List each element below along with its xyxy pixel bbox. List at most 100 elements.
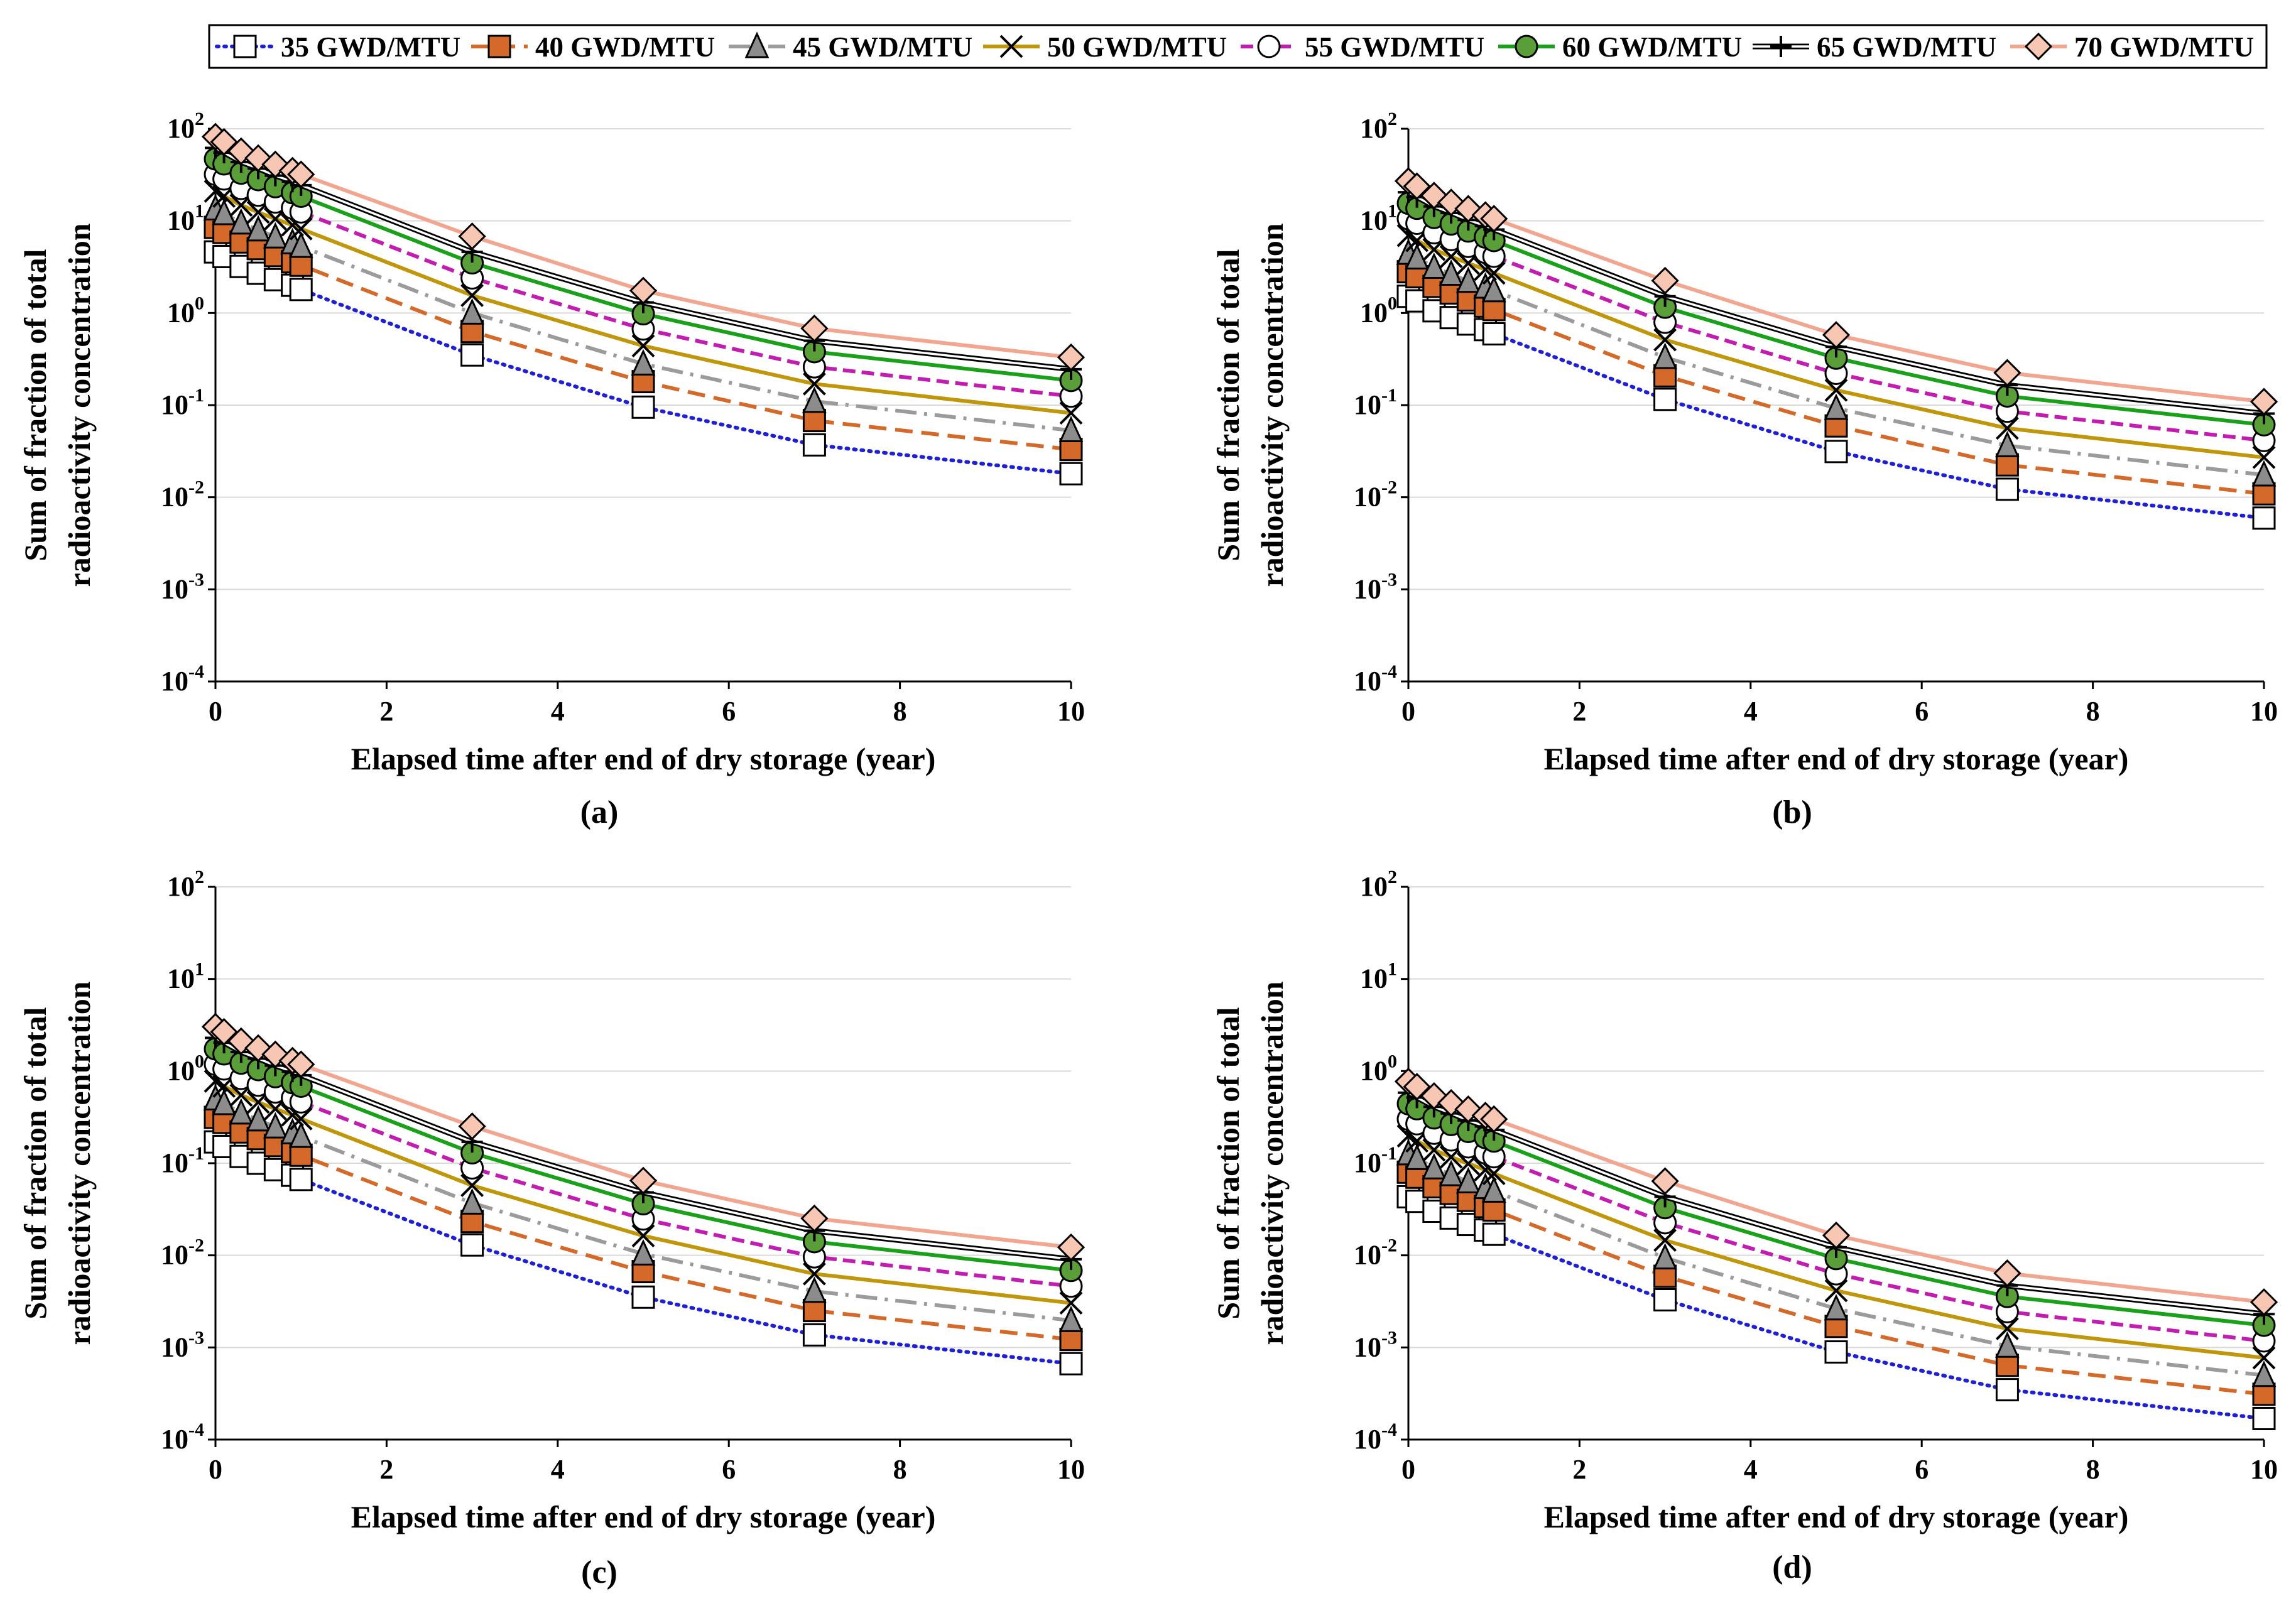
data-point bbox=[1422, 1153, 1447, 1180]
data-point bbox=[1995, 1331, 2020, 1358]
data-point bbox=[1439, 259, 1464, 286]
data-point bbox=[631, 334, 655, 358]
data-point bbox=[1651, 266, 1679, 295]
y-tick-label: 101 bbox=[167, 959, 204, 994]
y-tick-label: 10-3 bbox=[1354, 1327, 1397, 1362]
legend-label: 40 GWD/MTU bbox=[535, 31, 715, 63]
data-point bbox=[1995, 430, 2020, 458]
legend-marker-triangle bbox=[744, 31, 770, 58]
x-axis-title: Elapsed time after end of dry storage (y… bbox=[351, 741, 936, 776]
series-70-gwd-mtu bbox=[201, 122, 1085, 372]
panel-label: (d) bbox=[1772, 1549, 1812, 1585]
data-point bbox=[802, 433, 826, 457]
data-point bbox=[631, 1285, 655, 1309]
x-tick-label: 0 bbox=[1401, 696, 1415, 727]
y-tick-label: 101 bbox=[1360, 959, 1397, 994]
y-axis-title-line1: Sum of fraction of total bbox=[18, 249, 53, 561]
y-tick-label: 100 bbox=[167, 1051, 204, 1086]
data-point bbox=[1482, 1198, 1506, 1222]
axes bbox=[1407, 129, 2264, 683]
axes bbox=[214, 129, 1071, 683]
data-point bbox=[802, 1276, 827, 1303]
data-point bbox=[1653, 388, 1677, 411]
x-tick-label: 8 bbox=[2086, 696, 2100, 727]
data-point bbox=[1995, 453, 2019, 477]
data-point bbox=[1824, 378, 1848, 402]
legend-marker-x bbox=[999, 35, 1023, 58]
legend-label: 45 GWD/MTU bbox=[793, 31, 972, 63]
x-tick-label: 10 bbox=[1057, 1454, 1085, 1485]
y-tick-label: 10-4 bbox=[161, 1419, 204, 1455]
data-point bbox=[2252, 445, 2276, 469]
data-point bbox=[460, 1188, 484, 1215]
legend-label: 50 GWD/MTU bbox=[1047, 31, 1227, 63]
y-axis-title-line2: radioactivity concentration bbox=[1254, 981, 1290, 1345]
chart-panel-c: 10-4 10-3 10-2 10-1 100 101 102 0 2 4 6 8 10 Elapsed … bbox=[18, 867, 1085, 1590]
data-point bbox=[1651, 1167, 1679, 1195]
x-tick-label: 2 bbox=[1572, 1454, 1586, 1485]
data-point bbox=[288, 1121, 313, 1148]
y-tick-label: 10-4 bbox=[1354, 1419, 1397, 1455]
data-point bbox=[1482, 261, 1506, 285]
series-group bbox=[201, 1012, 1085, 1375]
data-point bbox=[1059, 1352, 1083, 1375]
data-point bbox=[287, 160, 315, 188]
x-tick-label: 0 bbox=[209, 696, 222, 727]
data-point bbox=[1822, 321, 1851, 349]
data-point bbox=[1059, 1291, 1083, 1315]
data-point bbox=[460, 1233, 484, 1257]
x-tick-label: 2 bbox=[379, 1454, 393, 1485]
y-tick-label: 10-3 bbox=[161, 1327, 204, 1362]
x-tick-label: 0 bbox=[1401, 1454, 1415, 1485]
y-tick-label: 101 bbox=[1360, 201, 1397, 236]
data-point bbox=[1059, 1328, 1083, 1352]
x-tick-label: 0 bbox=[209, 1454, 222, 1485]
y-tick-label: 10-2 bbox=[161, 1235, 204, 1271]
x-tick-label: 8 bbox=[893, 1454, 907, 1485]
data-point bbox=[631, 1239, 656, 1266]
data-point bbox=[288, 231, 313, 258]
x-tick-label: 8 bbox=[893, 696, 907, 727]
y-tick-label: 10-1 bbox=[161, 385, 204, 420]
data-point bbox=[1059, 438, 1083, 462]
y-tick-label: 102 bbox=[167, 867, 204, 902]
data-point bbox=[631, 349, 656, 376]
legend-marker-circle-filled bbox=[1515, 35, 1538, 58]
data-point bbox=[1653, 342, 1677, 369]
data-point bbox=[1653, 1243, 1677, 1270]
data-point bbox=[1993, 1259, 2021, 1288]
data-point bbox=[460, 1174, 484, 1197]
data-point bbox=[1481, 276, 1506, 303]
data-point bbox=[1482, 1162, 1506, 1185]
y-axis-title-line2: radioactivity concentration bbox=[62, 981, 97, 1345]
x-tick-label: 6 bbox=[722, 1454, 736, 1485]
x-tick-label: 6 bbox=[1915, 1454, 1929, 1485]
y-tick-label: 10-4 bbox=[1354, 661, 1397, 697]
x-tick-label: 4 bbox=[1744, 1454, 1758, 1485]
x-tick-label: 10 bbox=[2250, 696, 2278, 727]
series-35-gwd-mtu bbox=[204, 240, 1083, 486]
panel-label: (c) bbox=[581, 1554, 618, 1590]
y-tick-label: 102 bbox=[167, 109, 204, 144]
data-point bbox=[800, 314, 829, 343]
legend-item-1: 35 GWD/MTU bbox=[215, 31, 460, 63]
data-point bbox=[802, 409, 826, 433]
data-point bbox=[1653, 1229, 1677, 1252]
x-tick-label: 6 bbox=[1915, 696, 1929, 727]
data-point bbox=[212, 1088, 236, 1115]
data-point bbox=[1057, 343, 1085, 372]
chart-panel-a: 10-4 10-3 10-2 10-1 100 101 102 0 2 4 6 8 10 Elapsed … bbox=[18, 109, 1085, 830]
legend-marker-circle-open bbox=[1257, 35, 1281, 58]
data-point bbox=[289, 1143, 313, 1167]
series-group bbox=[1394, 167, 2278, 530]
data-point bbox=[631, 1224, 655, 1248]
data-point bbox=[289, 278, 313, 301]
data-point bbox=[802, 1299, 826, 1323]
x-tick-label: 2 bbox=[379, 696, 393, 727]
series-35-gwd-mtu bbox=[204, 1130, 1083, 1375]
series-group bbox=[201, 122, 1085, 486]
series-45-gwd-mtu bbox=[203, 193, 1084, 442]
data-point bbox=[631, 395, 655, 419]
data-point bbox=[2251, 460, 2277, 487]
x-tick-label: 4 bbox=[551, 1454, 565, 1485]
